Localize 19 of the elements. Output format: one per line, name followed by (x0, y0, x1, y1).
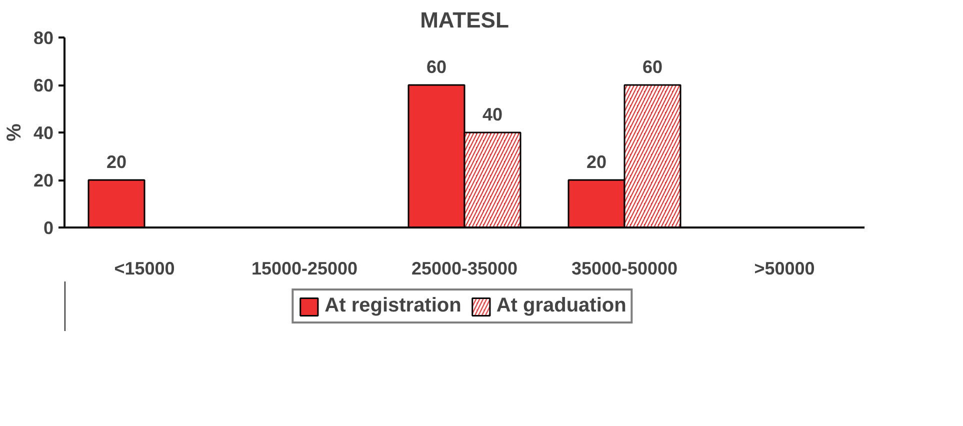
y-tick-label: 0 (43, 218, 54, 238)
x-tick-label: 25000-35000 (411, 258, 518, 278)
legend-label: At graduation (496, 294, 626, 318)
y-axis-title: % (3, 123, 26, 142)
data-label: 40 (482, 104, 503, 124)
x-tick-label: >50000 (754, 258, 815, 278)
data-label: 20 (586, 152, 607, 172)
x-tick-label: 35000-50000 (571, 258, 678, 278)
data-label: 20 (106, 152, 127, 172)
legend-label: At registration (324, 294, 462, 318)
x-tick-label: <15000 (114, 258, 175, 278)
y-tick-label: 60 (33, 76, 54, 96)
y-tick-label: 20 (33, 170, 54, 190)
y-tick-label: 80 (33, 28, 54, 48)
y-tick-label: 40 (33, 123, 54, 143)
chart-title: MATESL (420, 8, 509, 32)
data-label: 60 (642, 57, 663, 77)
x-tick-label: 15000-25000 (251, 258, 358, 278)
data-label: 60 (426, 57, 447, 77)
